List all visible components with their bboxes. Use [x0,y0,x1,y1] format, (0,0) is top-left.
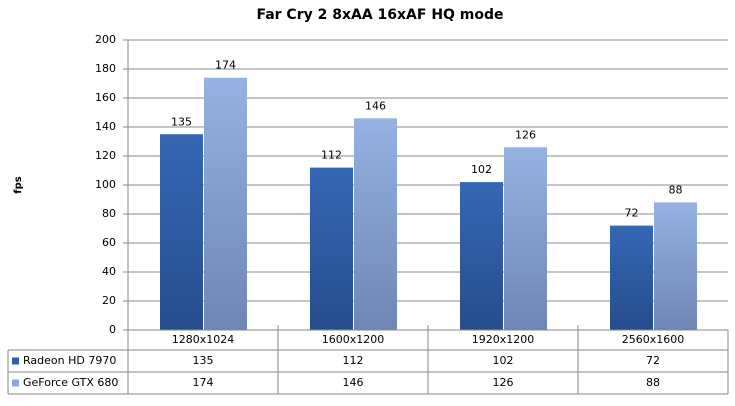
table-value: 146 [343,376,364,389]
y-axis-label: fps [13,176,24,194]
bar [310,167,353,330]
table-value: 135 [193,354,214,367]
data-label: 174 [215,59,236,72]
x-tick-label: 2560x1600 [622,333,685,346]
bar [354,118,397,330]
data-label: 135 [171,115,192,128]
legend-label: GeForce GTX 680 [23,376,118,389]
x-tick-label: 1280x1024 [172,333,235,346]
bar [654,202,697,330]
bar [160,134,203,330]
legend-swatch [12,357,19,365]
chart-title: Far Cry 2 8xAA 16xAF HQ mode [256,7,503,23]
y-tick-label: 200 [95,33,116,46]
data-label: 126 [515,128,536,141]
legend-label: Radeon HD 7970 [23,354,116,367]
table-value: 88 [646,376,660,389]
y-tick-label: 120 [95,149,116,162]
bar [204,77,247,330]
data-label: 72 [625,207,639,220]
data-label: 88 [669,183,683,196]
y-tick-label: 80 [102,207,116,220]
y-tick-label: 160 [95,91,116,104]
bar [610,225,653,330]
y-tick-label: 60 [102,236,116,249]
bar [460,182,503,330]
table-value: 174 [193,376,214,389]
y-tick-label: 100 [95,178,116,191]
x-tick-label: 1600x1200 [322,333,385,346]
table-value: 126 [493,376,514,389]
y-tick-label: 0 [109,323,116,336]
data-label: 146 [365,99,386,112]
table-value: 72 [646,354,660,367]
legend-swatch [12,379,19,387]
bar [504,147,547,330]
data-label: 112 [321,149,342,162]
y-tick-label: 40 [102,265,116,278]
y-tick-label: 140 [95,120,116,133]
table-value: 102 [493,354,514,367]
y-tick-label: 180 [95,62,116,75]
table-value: 112 [343,354,364,367]
data-label: 102 [471,163,492,176]
y-tick-label: 20 [102,294,116,307]
x-tick-label: 1920x1200 [472,333,535,346]
